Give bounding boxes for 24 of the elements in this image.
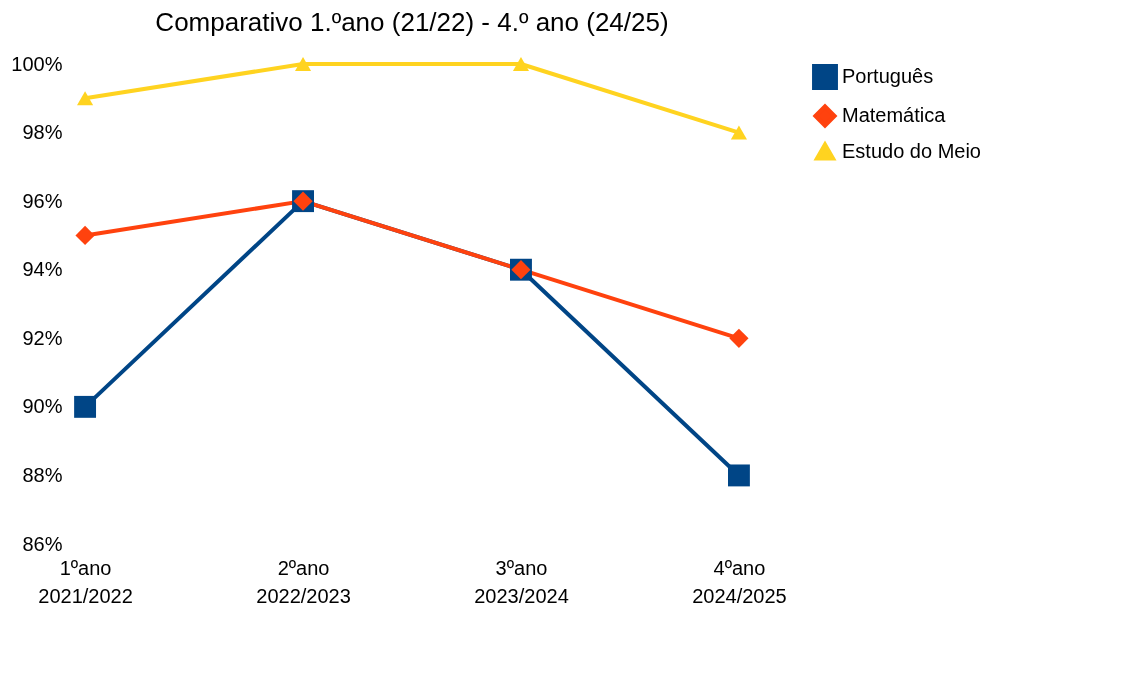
y-tick-label: 100% — [11, 52, 63, 75]
x-tick-label: 1ºano 2021/2022 — [38, 556, 133, 607]
point — [77, 91, 94, 106]
point — [729, 328, 749, 348]
y-tick-label: 90% — [22, 395, 63, 418]
x-tick-label: 3ºano 2023/2024 — [474, 556, 569, 607]
y-tick-label: 96% — [22, 189, 63, 212]
point — [730, 125, 747, 140]
y-tick-label: 86% — [22, 532, 63, 555]
y-tick-label: 94% — [22, 258, 63, 281]
legend-label: Estudo do Meio — [842, 139, 981, 162]
point — [75, 225, 95, 246]
x-tick-label: 2ºano 2022/2023 — [256, 556, 351, 607]
y-tick-label: 88% — [22, 463, 63, 486]
point — [294, 57, 312, 71]
point — [512, 57, 530, 71]
x-tick-label: 4ºano 2024/2025 — [692, 556, 787, 607]
point — [74, 395, 97, 418]
point — [727, 464, 750, 487]
y-tick-label: 92% — [22, 326, 63, 349]
legend-label: Português — [842, 65, 934, 87]
y-tick-label: 98% — [22, 121, 63, 144]
legend-label: Matemática — [842, 104, 947, 126]
chart-title: Comparativo 1.ºano (21/22) - 4.º ano (24/25) — [155, 7, 669, 37]
